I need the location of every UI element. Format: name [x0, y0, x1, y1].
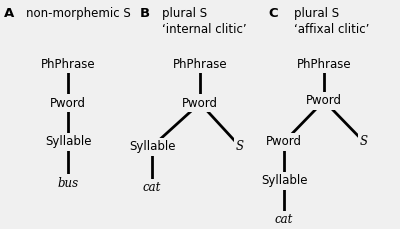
Text: Pword: Pword: [266, 136, 302, 148]
Text: C: C: [268, 7, 278, 20]
Text: S: S: [236, 140, 244, 153]
Text: PhPhrase: PhPhrase: [41, 58, 95, 71]
Text: Pword: Pword: [182, 97, 218, 109]
Text: Pword: Pword: [306, 94, 342, 107]
Text: S: S: [360, 136, 368, 148]
Text: Syllable: Syllable: [129, 140, 175, 153]
Text: PhPhrase: PhPhrase: [297, 58, 351, 71]
Text: bus: bus: [58, 177, 78, 190]
Text: cat: cat: [275, 213, 293, 226]
Text: Syllable: Syllable: [45, 136, 91, 148]
Text: PhPhrase: PhPhrase: [173, 58, 227, 71]
Text: plural S
‘internal clitic’: plural S ‘internal clitic’: [162, 7, 247, 36]
Text: cat: cat: [143, 181, 161, 194]
Text: Syllable: Syllable: [261, 174, 307, 187]
Text: non-morphemic S: non-morphemic S: [26, 7, 131, 20]
Text: Pword: Pword: [50, 97, 86, 109]
Text: A: A: [4, 7, 14, 20]
Text: B: B: [140, 7, 150, 20]
Text: plural S
‘affixal clitic’: plural S ‘affixal clitic’: [294, 7, 369, 36]
